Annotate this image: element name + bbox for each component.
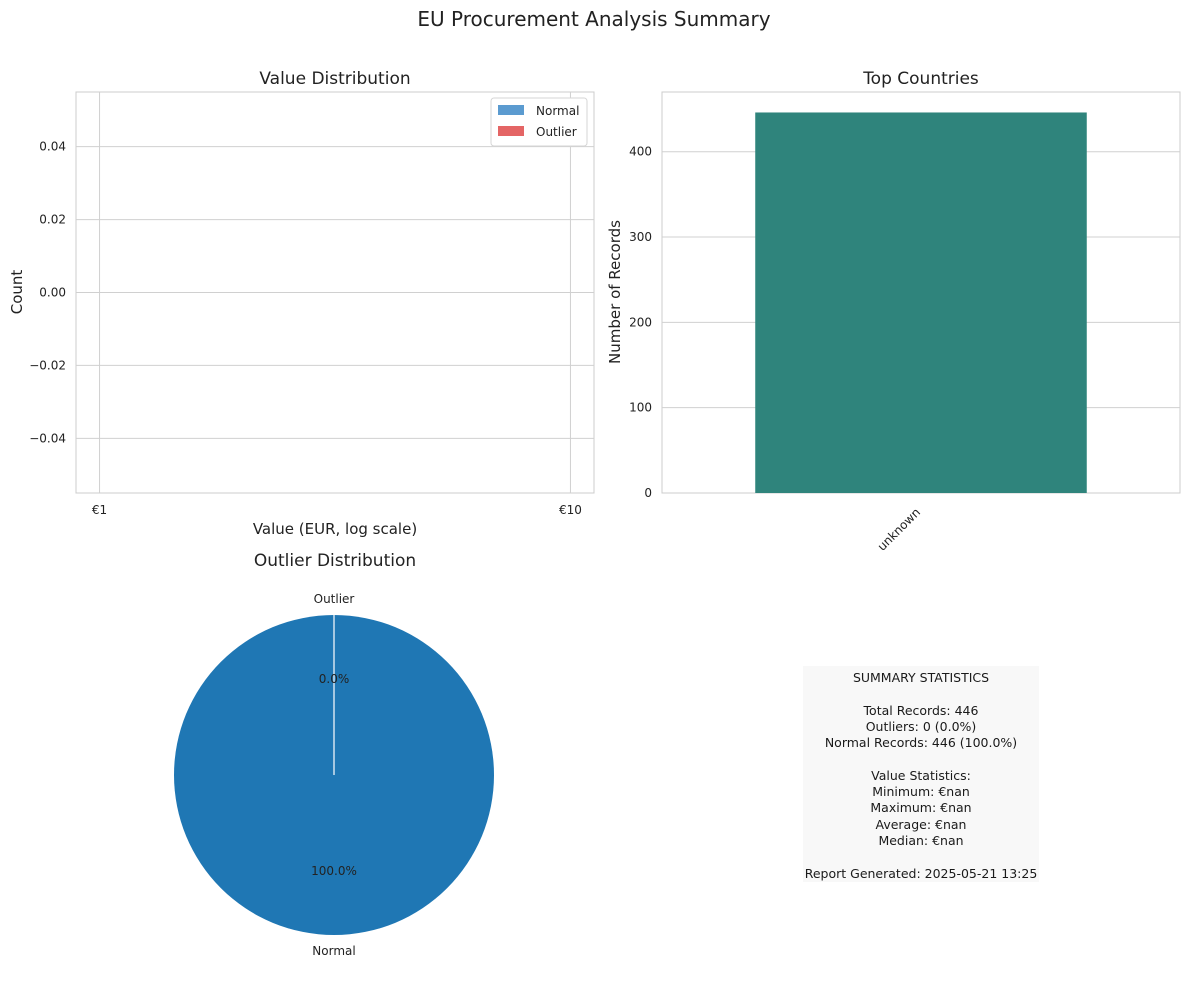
pie-pct-normal: 100.0% (311, 864, 357, 878)
top-countries-y-ticks: 0 100 200 300 400 (629, 145, 652, 500)
x-tick-label: €1 (92, 503, 107, 517)
summary-median: Median: €nan (878, 832, 964, 848)
top-countries-panel: 0 100 200 300 400 unknown Top Countries Numb… (606, 69, 1181, 554)
value-distribution-grid (76, 92, 594, 493)
y-tick-label: 100 (629, 401, 652, 415)
summary-average: Average: €nan (875, 816, 967, 832)
pie-label-normal: Normal (312, 944, 355, 958)
y-tick-label: −0.02 (29, 358, 66, 372)
pie-pct-outlier: 0.0% (319, 672, 350, 686)
value-distribution-title: Value Distribution (259, 69, 410, 89)
value-distribution-y-ticks: 0.04 0.02 0.00 −0.02 −0.04 (29, 140, 66, 446)
top-countries-title: Top Countries (862, 69, 979, 89)
summary-normal-records: Normal Records: 446 (100.0%) (824, 735, 1018, 751)
y-tick-label: 0.00 (39, 286, 66, 300)
summary-statistics-box: SUMMARY STATISTICS Total Records: 446 Ou… (803, 666, 1039, 882)
legend-swatch-normal (498, 105, 524, 115)
bar-unknown (755, 112, 1087, 493)
outlier-distribution-panel: Outlier Distribution Outlier 0.0% Normal 10… (174, 551, 494, 958)
summary-outliers: Outliers: 0 (0.0%) (865, 718, 977, 734)
value-distribution-legend: Normal Outlier (490, 97, 588, 147)
summary-maximum: Maximum: €nan (870, 800, 972, 816)
top-countries-bars (755, 112, 1087, 493)
x-tick-label: unknown (875, 505, 923, 553)
y-tick-label: −0.04 (29, 431, 66, 445)
summary-generated: Report Generated: 2025-05-21 13:25 (804, 865, 1038, 881)
y-tick-label: 0.04 (39, 140, 66, 154)
figure-title: EU Procurement Analysis Summary (417, 7, 770, 31)
value-distribution-x-ticks: €1 €10 (92, 503, 582, 517)
value-distribution-panel: 0.04 0.02 0.00 −0.02 −0.04 €1 €10 Value Distr… (8, 69, 595, 538)
legend-swatch-outlier (498, 126, 524, 136)
summary-value-heading: Value Statistics: (871, 767, 971, 783)
y-tick-label: 0 (644, 486, 652, 500)
value-distribution-x-label: Value (EUR, log scale) (253, 520, 417, 538)
x-tick-label: €10 (559, 503, 582, 517)
legend-label-outlier: Outlier (536, 125, 577, 139)
pie-label-outlier: Outlier (314, 592, 355, 606)
y-tick-label: 200 (629, 315, 652, 329)
legend-label-normal: Normal (536, 104, 579, 118)
y-tick-label: 0.02 (39, 213, 66, 227)
outlier-distribution-title: Outlier Distribution (254, 551, 416, 571)
y-tick-label: 400 (629, 145, 652, 159)
summary-minimum: Minimum: €nan (872, 784, 970, 800)
outlier-pie: Outlier 0.0% Normal 100.0% (174, 592, 494, 958)
y-tick-label: 300 (629, 230, 652, 244)
summary-heading: SUMMARY STATISTICS (852, 670, 990, 685)
summary-total-records: Total Records: 446 (863, 702, 979, 718)
value-distribution-y-label: Count (8, 270, 26, 315)
top-countries-y-label: Number of Records (606, 220, 624, 364)
top-countries-x-ticks: unknown (875, 505, 923, 553)
